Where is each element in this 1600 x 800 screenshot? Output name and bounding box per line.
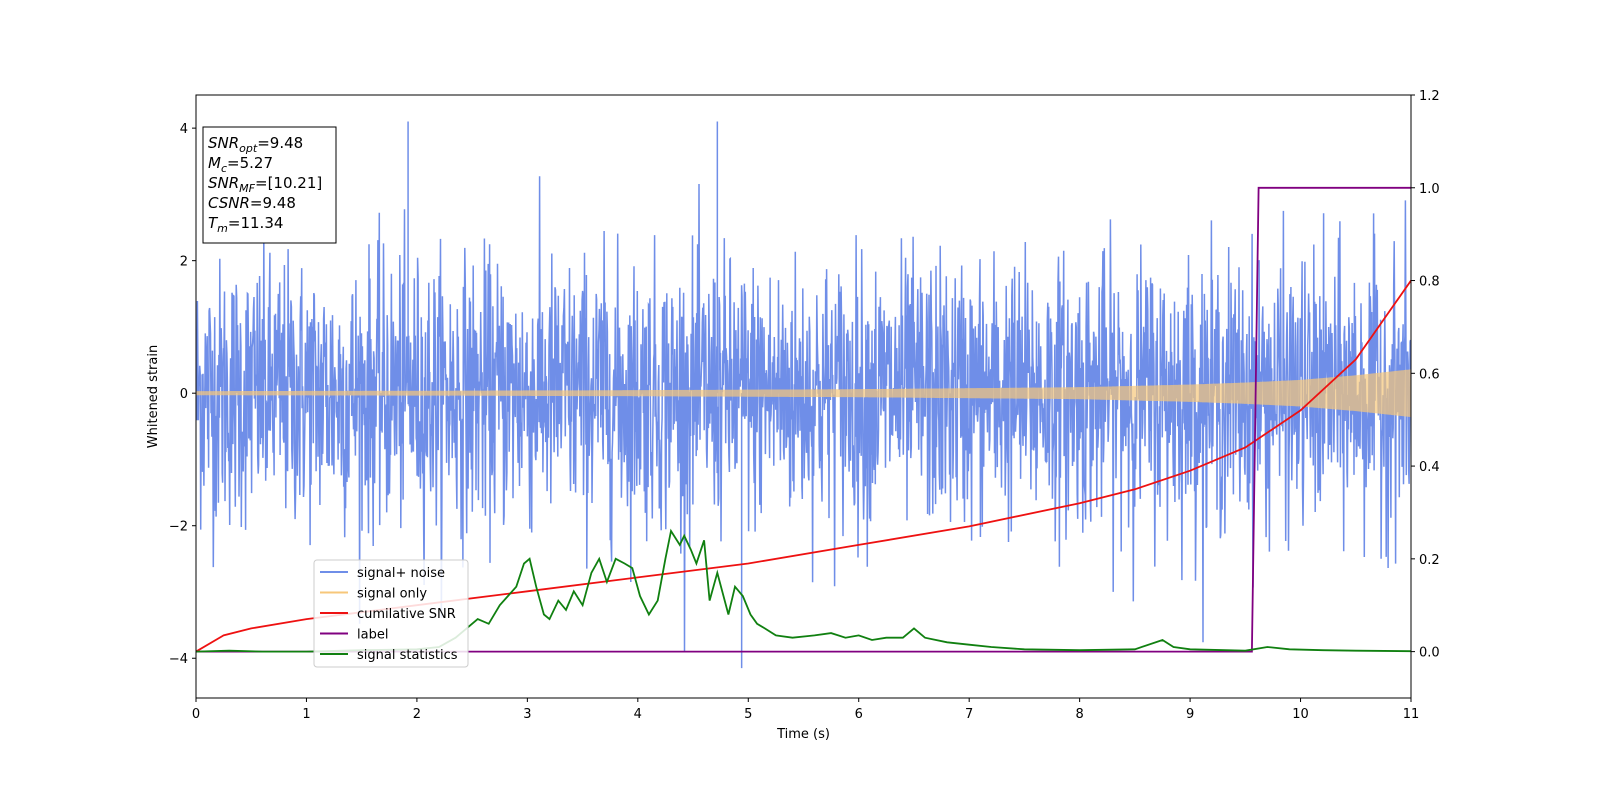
legend-frame — [313, 559, 469, 668]
y2-tick-label: 0.4 — [1419, 460, 1440, 475]
x-tick-label: 2 — [413, 707, 421, 722]
y-tick-label: 2 — [180, 255, 188, 270]
y-tick-label: −2 — [169, 520, 188, 535]
y2-tick-label: 0.2 — [1419, 553, 1440, 568]
y-axis-label: Whitened strain — [146, 345, 161, 448]
plot-frame — [195, 94, 1412, 699]
series-signal-only — [196, 369, 1411, 418]
x-tick-label: 0 — [192, 707, 200, 722]
annotation-line: Tm=11.34 — [208, 214, 283, 235]
x-ticks: 0 1 2 3 4 5 6 7 8 9 10 11 — [192, 698, 1419, 722]
x-tick-label: 11 — [1403, 707, 1420, 722]
y-tick-label: −4 — [169, 652, 188, 667]
legend-label: signal only — [357, 587, 427, 602]
y2-tick-label: 1.2 — [1419, 89, 1440, 104]
legend-label: label — [357, 628, 388, 643]
x-tick-label: 1 — [302, 707, 310, 722]
y2-tick-label: 0.8 — [1419, 275, 1440, 290]
x-tick-label: 3 — [523, 707, 531, 722]
annotation-line: Mc=5.27 — [208, 154, 273, 175]
annotation-box: SNRopt=9.48Mc=5.27SNRMF=[10.21]CSNR=9.48… — [202, 126, 337, 244]
annotation-line: CSNR=9.48 — [208, 194, 296, 212]
x-tick-label: 7 — [965, 707, 973, 722]
series-label — [196, 186, 1411, 653]
y-tick-label: 4 — [180, 122, 188, 137]
y-tick-label: 0 — [180, 387, 188, 402]
x-tick-label: 9 — [1186, 707, 1194, 722]
y2-tick-label: 0.6 — [1419, 367, 1440, 382]
legend: signal+ noise signal only cumilative SNR la… — [313, 559, 469, 668]
x-tick-label: 6 — [855, 707, 863, 722]
y-ticks: −4 −2 0 2 4 — [169, 122, 196, 667]
series-signal-noise — [196, 176, 1411, 652]
x-axis-label: Time (s) — [776, 727, 830, 742]
y2-tick-label: 1.0 — [1419, 182, 1440, 197]
x-tick-label: 4 — [634, 707, 642, 722]
x-tick-label: 5 — [744, 707, 752, 722]
annotation-line: SNRMF=[10.21] — [208, 174, 322, 195]
legend-label: signal statistics — [357, 648, 458, 663]
x-tick-label: 8 — [1075, 707, 1083, 722]
legend-label: signal+ noise — [357, 566, 445, 581]
legend-label: cumilative SNR — [357, 607, 456, 622]
annotation-frame — [202, 126, 337, 244]
series-signal-statistics — [196, 528, 1411, 653]
annotation-line: SNRopt=9.48 — [208, 134, 303, 155]
x-tick-label: 10 — [1292, 707, 1309, 722]
y2-tick-label: 0.0 — [1419, 646, 1440, 661]
y2-ticks: 0.0 0.2 0.4 0.6 0.8 1.0 1.2 — [1411, 89, 1440, 661]
plot-series — [196, 121, 1411, 669]
